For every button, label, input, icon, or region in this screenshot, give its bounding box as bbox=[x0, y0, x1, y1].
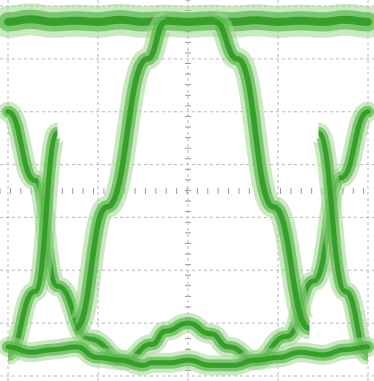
eye-shoulder-1-layer-2 bbox=[213, 19, 311, 332]
trace-layer bbox=[0, 3, 374, 376]
eye-trace-series-0-layer-2 bbox=[5, 109, 371, 363]
eye-trace-series-1-layer-2 bbox=[5, 344, 371, 368]
eye-crossing-right-layer-2 bbox=[316, 130, 370, 358]
eye-shoulder-0-layer-2 bbox=[74, 19, 167, 332]
eye-trace-series-2-layer-2 bbox=[4, 15, 372, 26]
eye-crossing-left-layer-2 bbox=[6, 130, 60, 358]
